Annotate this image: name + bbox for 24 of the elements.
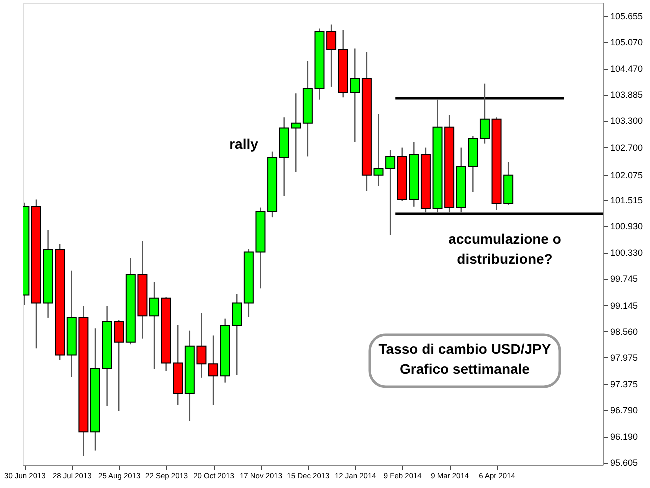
candlestick <box>326 24 337 88</box>
y-tick-label: 97.375 <box>610 379 638 390</box>
annotation: rally <box>230 136 259 152</box>
annotation: accumulazione o distribuzione? <box>448 231 562 267</box>
y-tick-label: 105.070 <box>610 38 644 48</box>
y-tick-label: 100.330 <box>610 248 644 258</box>
y-tick-label: 103.300 <box>610 116 644 126</box>
y-tick-label: 100.930 <box>610 222 644 232</box>
candlestick <box>150 282 160 370</box>
y-tick-label: 99.145 <box>610 300 638 311</box>
annotation: Tasso di cambio USD/JPY Grafico settimanale <box>378 341 552 377</box>
y-tick-label: 103.885 <box>610 90 644 100</box>
y-tick-label: 102.700 <box>610 142 644 153</box>
y-tick-label: 104.470 <box>610 64 644 74</box>
y-tick-label: 95.605 <box>610 458 638 468</box>
y-tick-label: 96.190 <box>610 432 638 442</box>
candlestick <box>208 335 219 406</box>
y-tick-label: 102.075 <box>610 170 644 181</box>
y-tick-label: 97.975 <box>610 352 638 363</box>
y-tick-label: 99.745 <box>610 274 638 284</box>
y-tick-label: 96.790 <box>610 405 638 416</box>
y-tick-label: 105.655 <box>610 12 644 22</box>
y-tick-label: 98.560 <box>610 326 638 337</box>
y-tick-label: 101.515 <box>610 196 644 206</box>
